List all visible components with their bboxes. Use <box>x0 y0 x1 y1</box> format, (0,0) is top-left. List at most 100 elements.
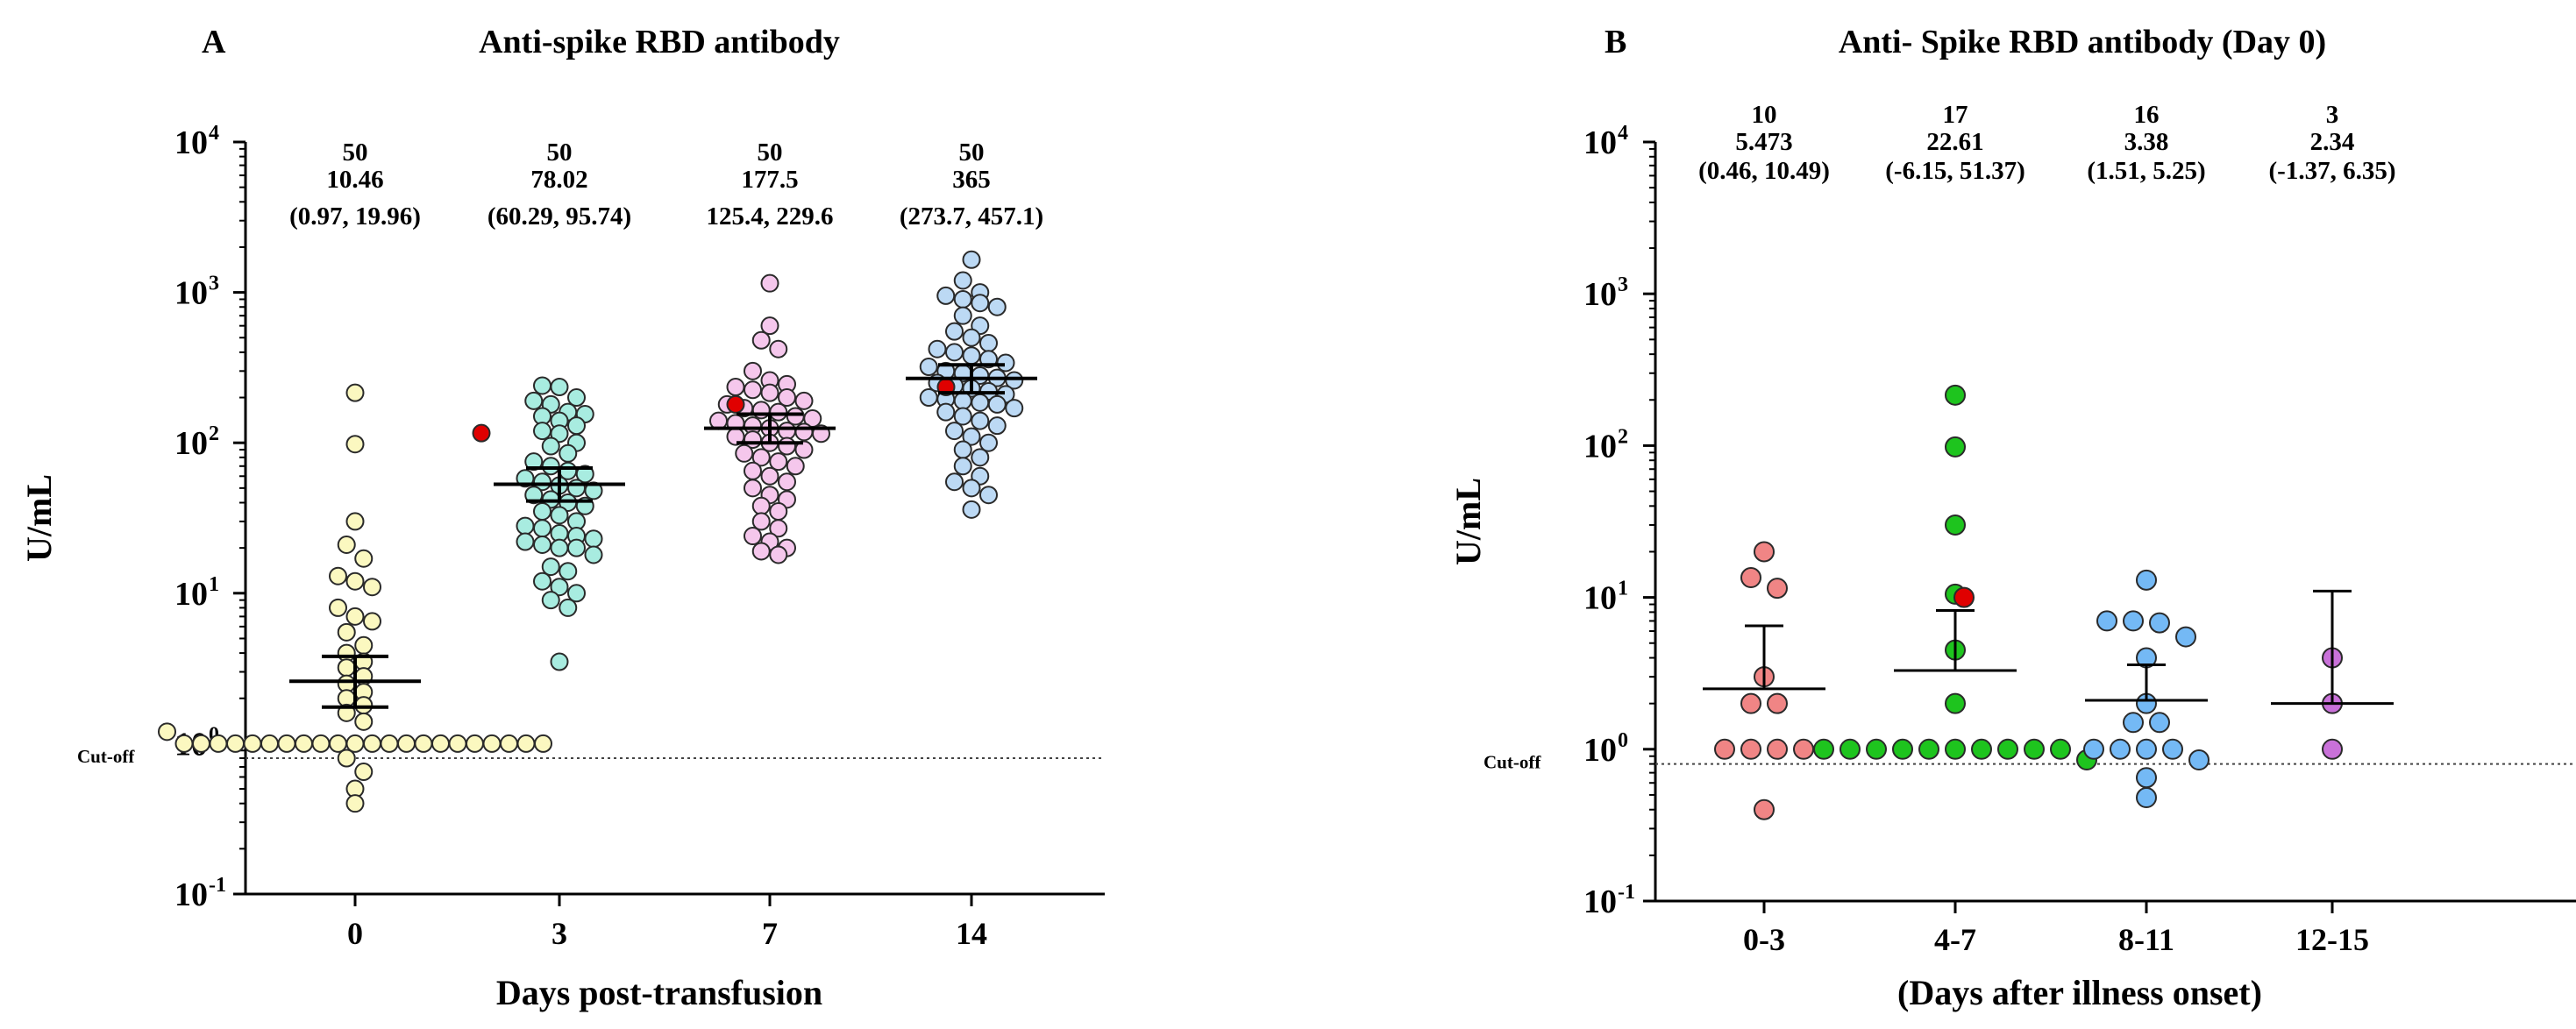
data-point <box>735 444 754 463</box>
x-tick-label: 4-7 <box>1934 922 1976 957</box>
data-point <box>533 536 551 555</box>
chart-title: Anti- Spike RBD antibody (Day 0) <box>1839 24 2326 60</box>
data-point <box>760 316 779 336</box>
data-point <box>945 343 964 362</box>
data-point <box>751 496 771 515</box>
data-point <box>550 378 569 397</box>
data-point <box>550 652 569 671</box>
data-point <box>996 353 1015 373</box>
data-point <box>482 734 502 753</box>
x-axis-label: (Days after illness onset) <box>1897 973 2262 1012</box>
data-point <box>2149 712 2170 734</box>
data-point <box>744 479 762 498</box>
data-point <box>516 532 535 551</box>
data-point <box>354 635 374 655</box>
highlight-point <box>472 423 491 443</box>
group-annotation: 365 <box>952 166 991 194</box>
data-point <box>345 383 365 402</box>
group-annotation: (1.51, 5.25) <box>2087 157 2205 185</box>
group-annotation: 10.46 <box>326 166 383 194</box>
data-point <box>2110 738 2131 760</box>
data-point <box>1945 692 1966 714</box>
data-point <box>567 584 586 603</box>
data-point <box>575 465 594 484</box>
data-point <box>354 696 374 715</box>
group-annotation: 10 <box>1752 101 1777 129</box>
data-point <box>541 457 560 476</box>
data-point <box>541 436 560 456</box>
data-point <box>431 734 450 753</box>
data-point <box>751 512 771 531</box>
data-point <box>971 393 990 412</box>
data-point <box>466 734 484 753</box>
x-axis-label: Days post-transfusion <box>496 973 822 1012</box>
x-tick-label: 8-11 <box>2118 922 2174 957</box>
data-point <box>1945 514 1966 536</box>
data-point <box>567 416 586 436</box>
panel-letter: B <box>1605 24 1626 60</box>
data-point <box>769 519 788 538</box>
y-tick-exponent: 3 <box>209 273 219 295</box>
data-point <box>337 622 356 642</box>
y-axis-label: U/mL <box>19 474 59 562</box>
data-point <box>550 506 569 525</box>
group-annotation: 50 <box>343 138 368 167</box>
data-point <box>500 734 518 753</box>
data-point <box>1754 798 1775 820</box>
data-point <box>209 734 228 753</box>
group-annotation: 50 <box>547 138 573 167</box>
data-point <box>778 388 796 408</box>
y-tick-exponent: -1 <box>1618 881 1635 904</box>
data-point <box>243 734 262 753</box>
data-point <box>363 578 381 597</box>
data-point <box>778 422 796 441</box>
data-point <box>380 734 399 753</box>
data-point <box>962 250 981 269</box>
data-point <box>584 529 603 549</box>
group-0-3: 0-3 105.473(0.46, 10.49) <box>1698 101 1830 957</box>
y-tick-label: 10 <box>174 876 208 913</box>
data-point <box>1971 738 1992 760</box>
data-point <box>945 472 964 492</box>
data-point <box>1945 384 1966 406</box>
data-point <box>345 571 365 591</box>
data-point <box>1740 567 1761 589</box>
data-point <box>760 466 779 486</box>
data-point <box>1767 692 1788 714</box>
y-tick-exponent: -1 <box>209 874 226 897</box>
data-point <box>928 339 947 358</box>
data-point <box>2096 610 2117 632</box>
data-point <box>533 422 551 441</box>
data-point <box>533 519 551 538</box>
data-point <box>769 545 788 564</box>
data-point <box>260 734 279 753</box>
data-point <box>945 422 964 441</box>
data-point <box>971 411 990 430</box>
data-point <box>953 440 972 459</box>
data-point <box>448 734 467 753</box>
data-point <box>295 734 313 753</box>
data-point <box>2136 787 2157 809</box>
data-point <box>158 722 176 742</box>
data-point <box>979 486 998 505</box>
highlight-point <box>726 394 745 414</box>
data-point <box>2136 569 2157 591</box>
group-12-15: 12-15 32.34(-1.37, 6.35) <box>2269 101 2396 957</box>
data-point <box>2123 712 2144 734</box>
data-point <box>345 512 365 531</box>
data-point <box>277 734 296 753</box>
data-point <box>1767 578 1788 600</box>
data-point <box>1793 738 1814 760</box>
group-annotation: 3 <box>2326 101 2339 129</box>
group-annotation: 50 <box>758 138 783 167</box>
data-point <box>516 734 536 753</box>
x-tick-label: 12-15 <box>2295 922 2369 957</box>
data-point <box>363 734 381 753</box>
data-point <box>962 346 981 365</box>
group-annotation: 125.4, 229.6 <box>707 202 834 231</box>
data-point <box>1839 738 1861 760</box>
data-point <box>1945 738 1966 760</box>
data-point <box>2024 738 2045 760</box>
